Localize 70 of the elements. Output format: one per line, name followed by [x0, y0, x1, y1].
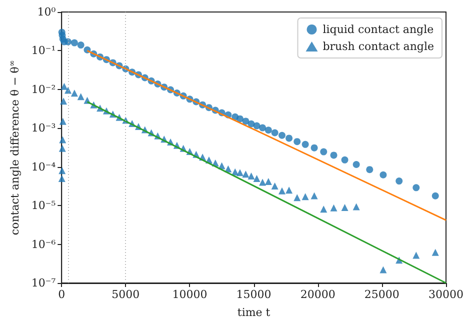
point	[264, 178, 272, 185]
point	[58, 175, 66, 182]
y-axis-title: contact angle difference θ − θ∞	[8, 60, 22, 236]
point	[264, 126, 272, 134]
point	[259, 124, 266, 132]
x-tick-label: 0	[58, 288, 66, 301]
point	[412, 184, 420, 192]
y-tick-label: 10⁻¹	[31, 44, 56, 58]
point	[294, 138, 301, 146]
point	[248, 172, 255, 180]
point	[58, 167, 66, 174]
point	[70, 39, 78, 46]
point	[60, 82, 68, 90]
point	[242, 118, 250, 125]
legend-label: liquid contact angle	[322, 23, 434, 36]
point	[366, 166, 374, 174]
x-tick-label: 10000	[172, 288, 208, 301]
point	[278, 187, 286, 194]
point	[310, 144, 318, 152]
point	[253, 122, 260, 130]
point	[302, 140, 309, 148]
point	[380, 171, 387, 178]
x-axis-title: time t	[237, 306, 271, 319]
point	[412, 252, 420, 259]
point	[271, 129, 278, 136]
point	[380, 266, 387, 274]
point	[60, 98, 68, 105]
y-tick-label: 10⁻⁴	[31, 160, 56, 174]
point	[286, 186, 293, 194]
point	[294, 194, 301, 202]
point	[341, 204, 348, 212]
point	[64, 38, 72, 46]
point	[58, 144, 66, 152]
point	[77, 93, 84, 100]
point	[352, 161, 360, 168]
point	[396, 178, 403, 185]
point	[286, 134, 293, 142]
point	[278, 132, 286, 139]
point	[64, 86, 72, 94]
y-tick-label: 10⁰	[37, 6, 56, 18]
point	[302, 193, 309, 200]
x-tick-label: 5000	[112, 288, 140, 301]
point	[330, 204, 338, 212]
point	[352, 203, 360, 210]
y-tick-label: 10⁻⁶	[31, 238, 56, 251]
y-tick-label: 10⁻⁷	[31, 276, 56, 290]
point	[271, 182, 278, 190]
point	[59, 118, 66, 125]
point	[310, 192, 318, 200]
point	[242, 170, 250, 178]
point	[253, 175, 260, 182]
point	[432, 192, 439, 200]
y-tick-label: 10⁻⁵	[31, 199, 56, 212]
x-tick-label: 20000	[300, 288, 336, 301]
point	[432, 248, 439, 256]
y-tick-label: 10⁻²	[31, 82, 56, 96]
x-tick-label: 30000	[428, 288, 464, 301]
point	[259, 178, 266, 186]
y-tick-label: 10⁻³	[31, 122, 56, 135]
x-tick-label: 25000	[364, 288, 400, 301]
point	[320, 148, 328, 156]
point	[236, 169, 244, 176]
point	[330, 152, 338, 159]
legend-label: brush contact angle	[322, 40, 434, 53]
point	[341, 156, 348, 164]
x-tick-label: 15000	[236, 288, 272, 301]
point	[70, 90, 78, 97]
point	[59, 136, 66, 144]
point	[320, 206, 328, 213]
point	[77, 42, 84, 49]
